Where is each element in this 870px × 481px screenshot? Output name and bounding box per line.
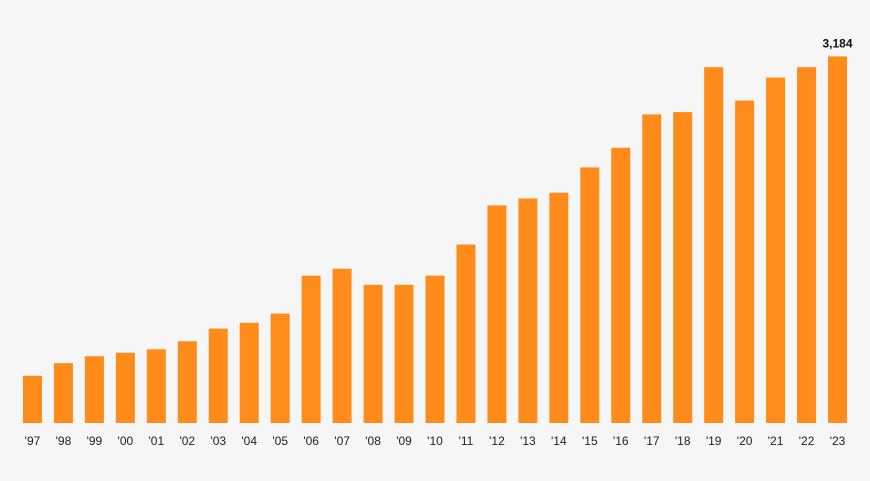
bar-'01 — [146, 349, 166, 423]
bar-'19 — [704, 67, 724, 424]
bar-'98 — [53, 363, 73, 423]
bar-'05 — [270, 313, 290, 423]
bar-'21 — [766, 77, 786, 423]
x-tick-label: '23 — [830, 434, 846, 448]
x-tick-label: '18 — [675, 434, 691, 448]
x-tick-label: '98 — [56, 434, 72, 448]
x-tick-label: '11 — [459, 434, 474, 448]
data-labels-layer: 3,184 — [823, 36, 853, 50]
x-axis-tick-labels: '97 '98 '99 '00 '01 '02 '03 '04 '05 '06 '07 '08 '09 '… — [25, 434, 846, 448]
x-tick-label: '03 — [210, 434, 226, 448]
x-tick-label: '04 — [241, 434, 257, 448]
bar-'22 — [797, 67, 817, 424]
x-tick-label: '20 — [737, 434, 753, 448]
bar-'17 — [642, 114, 662, 424]
x-tick-label: '16 — [613, 434, 629, 448]
x-tick-label: '02 — [179, 434, 195, 448]
x-tick-label: '14 — [551, 434, 567, 448]
x-tick-label: '99 — [87, 434, 103, 448]
bar-'16 — [611, 147, 631, 423]
bar-'06 — [301, 275, 321, 423]
bar-'12 — [487, 205, 507, 423]
x-tick-label: '08 — [365, 434, 381, 448]
bar-'13 — [518, 198, 538, 423]
x-tick-label: '15 — [582, 434, 598, 448]
data-label: 3,184 — [823, 36, 853, 50]
x-tick-label: '05 — [272, 434, 288, 448]
x-tick-label: '01 — [149, 434, 165, 448]
bar-'03 — [208, 328, 228, 423]
x-tick-label: '00 — [118, 434, 134, 448]
x-tick-label: '12 — [489, 434, 505, 448]
bar-'10 — [425, 275, 445, 423]
bar-'09 — [394, 284, 414, 423]
x-tick-label: '13 — [520, 434, 536, 448]
bar-'97 — [22, 375, 42, 423]
bar-'14 — [549, 192, 569, 423]
x-tick-label: '09 — [396, 434, 412, 448]
bar-'99 — [84, 356, 104, 423]
bar-'11 — [456, 244, 476, 423]
bar-'23 — [828, 56, 848, 423]
x-tick-label: '17 — [644, 434, 660, 448]
x-tick-label: '07 — [334, 434, 350, 448]
x-tick-label: '21 — [768, 434, 784, 448]
x-tick-label: '97 — [25, 434, 41, 448]
bar-'20 — [735, 100, 755, 423]
bar-'15 — [580, 167, 600, 423]
x-tick-label: '06 — [303, 434, 319, 448]
bar-'18 — [673, 112, 693, 424]
bars-layer — [22, 56, 848, 424]
bar-'07 — [332, 268, 352, 423]
bar-'04 — [239, 322, 259, 423]
bar-'02 — [177, 341, 197, 423]
bar-'00 — [115, 352, 135, 423]
x-tick-label: '22 — [799, 434, 815, 448]
x-tick-label: '10 — [427, 434, 443, 448]
x-tick-label: '19 — [706, 434, 722, 448]
bar-'08 — [363, 284, 383, 423]
